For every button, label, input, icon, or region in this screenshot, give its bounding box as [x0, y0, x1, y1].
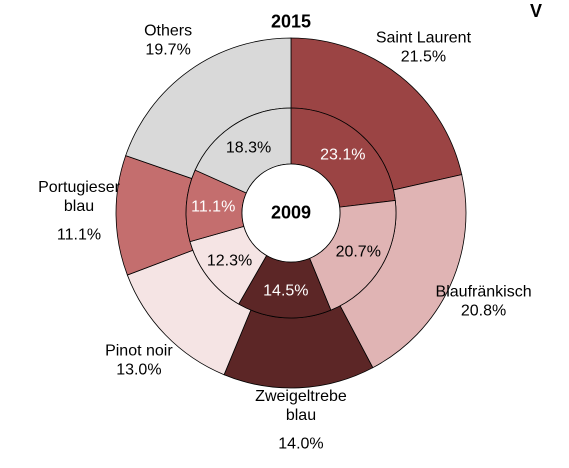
donut-hole: [241, 163, 341, 263]
category-label: Portugieser blau: [38, 178, 120, 215]
inner-ring-label: 2009: [270, 202, 312, 223]
value-label: 14.0%: [278, 435, 324, 453]
category-label: Pinot noir: [105, 342, 173, 360]
value-label: 20.7%: [335, 243, 381, 261]
value-label: 12.3%: [206, 252, 253, 270]
category-label: Zweigeltrebe blau: [255, 387, 347, 424]
value-label: 23.1%: [320, 146, 366, 164]
outer-ring-label: 2015: [270, 11, 312, 32]
value-label: 11.1%: [56, 226, 102, 244]
value-label: 18.3%: [225, 139, 272, 157]
value-label: 14.5%: [263, 282, 309, 300]
category-label: Blaufränkisch: [435, 283, 532, 301]
chart-title: RED V: [517, 0, 555, 21]
category-label: Others: [144, 22, 193, 40]
category-label: Saint Laurent: [375, 29, 472, 47]
value-label: 11.1%: [191, 198, 236, 216]
value-label: 19.7%: [145, 41, 191, 59]
value-label: 13.0%: [116, 361, 162, 379]
value-label: 21.5%: [400, 48, 447, 66]
value-label: 20.8%: [460, 302, 507, 320]
